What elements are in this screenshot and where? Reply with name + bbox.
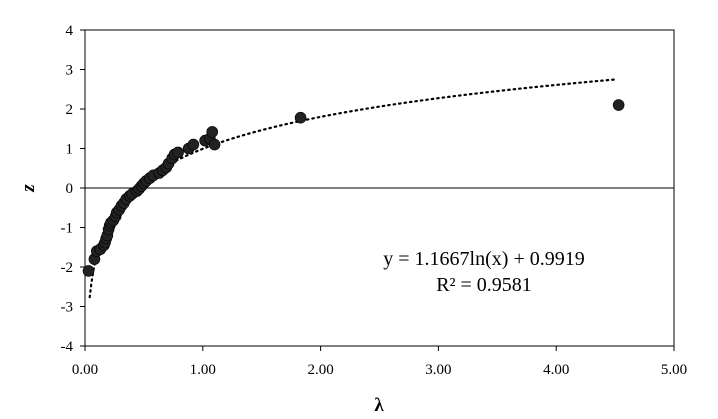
y-axis-label: z — [18, 184, 39, 193]
x-axis-ticks: 0.00 1.00 2.00 3.00 4.00 5.00 — [72, 346, 687, 378]
x-tick-label: 3.00 — [425, 362, 451, 378]
data-point — [206, 126, 219, 138]
x-tick-label: 0.00 — [72, 362, 98, 378]
data-point — [612, 99, 625, 111]
y-tick-label: 4 — [66, 23, 74, 39]
data-point — [172, 146, 184, 159]
data-points — [82, 99, 625, 277]
data-point — [294, 111, 307, 124]
data-point — [208, 138, 221, 151]
y-tick-label: -3 — [61, 300, 74, 316]
x-tick-label: 4.00 — [543, 362, 569, 378]
x-tick-label: 2.00 — [307, 362, 333, 378]
y-tick-label: -2 — [61, 260, 74, 276]
x-axis-label: λ — [374, 395, 384, 416]
y-tick-label: -4 — [61, 339, 74, 355]
trendline-equation: y = 1.1667ln(x) + 0.9919 — [383, 248, 584, 270]
y-axis-ticks: -4 -3 -2 -1 0 1 2 3 4 — [61, 23, 85, 355]
y-tick-label: 2 — [66, 102, 74, 118]
y-tick-label: 1 — [66, 142, 74, 158]
x-tick-label: 1.00 — [190, 362, 216, 378]
x-tick-label: 5.00 — [661, 362, 687, 378]
r-squared-label: R² = 0.9581 — [436, 274, 532, 296]
y-tick-label: 3 — [66, 63, 74, 79]
data-point — [187, 138, 200, 151]
y-tick-label: 0 — [66, 181, 74, 197]
data-point — [82, 265, 95, 277]
y-tick-label: -1 — [61, 221, 74, 237]
